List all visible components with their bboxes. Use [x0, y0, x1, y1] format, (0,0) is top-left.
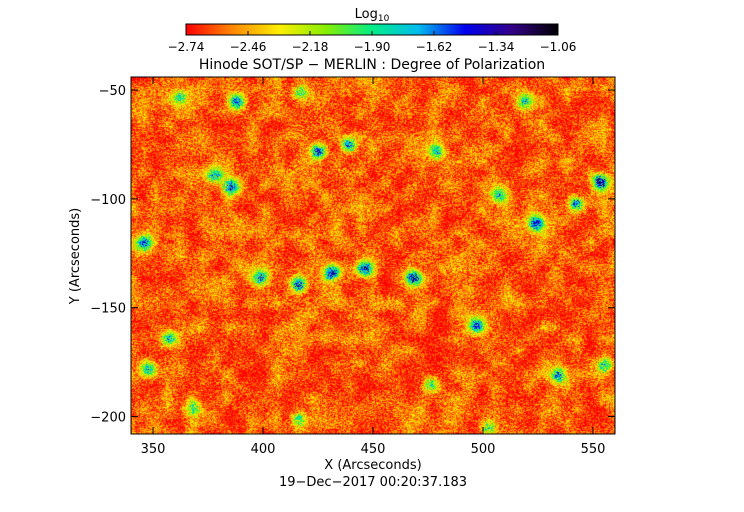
- heatmap-plot: 350 400 450 500 550 −50 −100 −150 −200: [90, 76, 616, 457]
- y-axis-ticks: −50 −100 −150 −200: [90, 84, 615, 426]
- chart-title: Hinode SOT/SP − MERLIN : Degree of Polar…: [199, 57, 545, 73]
- x-tick-label: 550: [581, 442, 606, 457]
- heatmap-image: [131, 77, 615, 434]
- x-axis-ticks: 350 400 450 500 550: [141, 77, 606, 457]
- y-tick-label: −100: [90, 193, 126, 208]
- colorbar-tick-label: −1.34: [478, 40, 515, 54]
- x-tick-label: 350: [141, 442, 166, 457]
- colorbar-tick-label: −2.46: [230, 40, 267, 54]
- colorbar-tick-label: −1.06: [540, 40, 577, 54]
- colorbar-tick-label: −1.62: [416, 40, 453, 54]
- colorbar-label: Log10: [355, 7, 390, 24]
- y-axis-label: Y (Arcseconds): [68, 208, 83, 305]
- y-tick-label: −150: [90, 302, 126, 317]
- colorbar-ticks: −2.74 −2.46 −2.18 −1.90 −1.62 −1.34 −1.06: [168, 31, 577, 54]
- colorbar-tick-label: −2.18: [292, 40, 329, 54]
- x-tick-label: 450: [361, 442, 386, 457]
- colorbar-tick-label: −2.74: [168, 40, 205, 54]
- x-axis-label: X (Arcseconds): [324, 458, 421, 473]
- timestamp: 19−Dec−2017 00:20:37.183: [279, 475, 467, 490]
- y-tick-label: −200: [90, 411, 126, 426]
- x-tick-label: 400: [251, 442, 276, 457]
- colorbar-tick-label: −1.90: [354, 40, 391, 54]
- y-tick-label: −50: [99, 84, 126, 99]
- x-tick-label: 500: [471, 442, 496, 457]
